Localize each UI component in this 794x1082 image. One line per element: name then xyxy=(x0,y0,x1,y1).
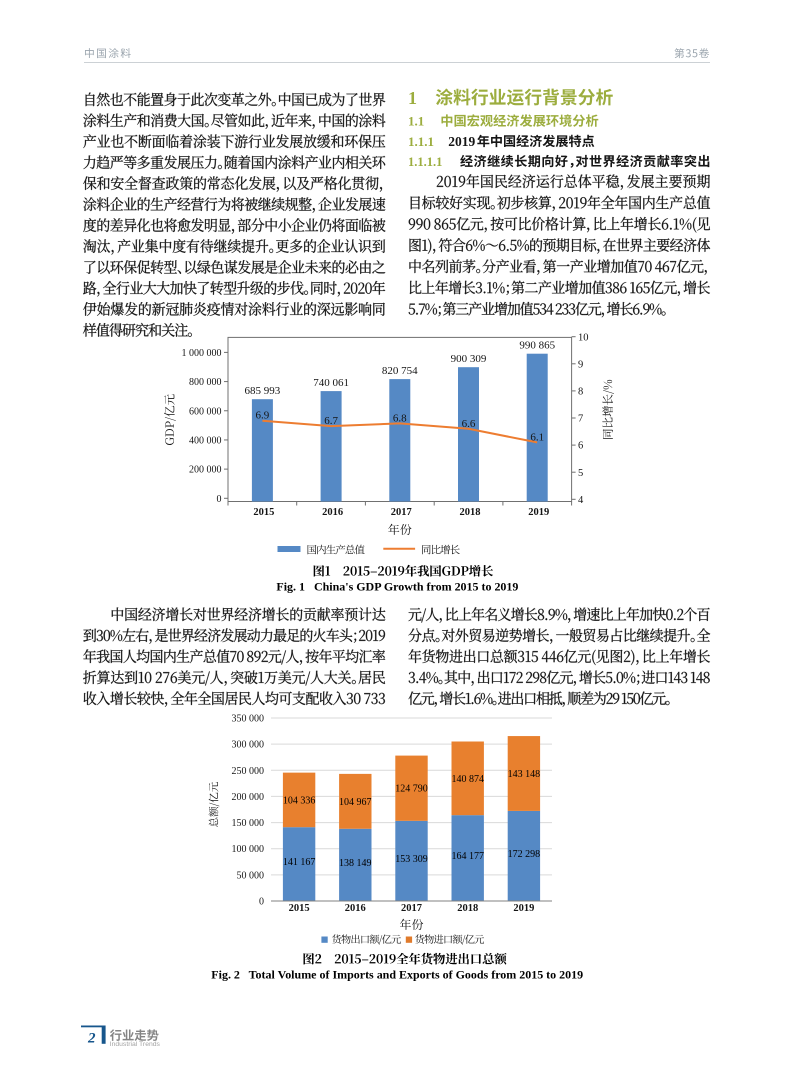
svg-text:1.1: 1.1 xyxy=(408,114,424,129)
svg-text:900 309: 900 309 xyxy=(451,353,487,365)
svg-text:400 000: 400 000 xyxy=(189,435,222,446)
svg-text:1 000 000: 1 000 000 xyxy=(182,348,222,359)
svg-text:6: 6 xyxy=(578,441,583,452)
svg-text:172 298: 172 298 xyxy=(508,849,541,860)
svg-text:6.7: 6.7 xyxy=(324,415,338,427)
svg-text:990 865: 990 865 xyxy=(519,339,555,351)
svg-text:10: 10 xyxy=(578,332,589,343)
svg-text:300 000: 300 000 xyxy=(232,740,265,751)
svg-text:138 149: 138 149 xyxy=(339,858,372,869)
svg-text:250 000: 250 000 xyxy=(232,766,265,777)
svg-text:2: 2 xyxy=(87,1031,96,1047)
svg-text:740 061: 740 061 xyxy=(313,377,349,389)
svg-text:9: 9 xyxy=(578,359,583,370)
svg-text:1.1.1.1: 1.1.1.1 xyxy=(408,155,442,169)
svg-text:6.6: 6.6 xyxy=(462,418,476,430)
svg-text:5: 5 xyxy=(578,468,583,479)
svg-text:164 177: 164 177 xyxy=(451,851,484,862)
svg-text:140 874: 140 874 xyxy=(451,774,484,785)
svg-text:2017: 2017 xyxy=(401,903,422,914)
svg-text:2016: 2016 xyxy=(322,507,343,518)
svg-text:800 000: 800 000 xyxy=(189,377,222,388)
svg-text:1: 1 xyxy=(408,88,417,108)
svg-text:0: 0 xyxy=(217,494,222,505)
svg-text:143 148: 143 148 xyxy=(508,769,541,780)
svg-text:2015: 2015 xyxy=(253,507,274,518)
svg-text:6.9: 6.9 xyxy=(256,410,270,422)
svg-text:820 754: 820 754 xyxy=(382,365,418,377)
svg-text:0: 0 xyxy=(259,897,264,908)
svg-text:2015: 2015 xyxy=(289,903,310,914)
svg-text:600 000: 600 000 xyxy=(189,406,222,417)
svg-text:Fig. 1 China's GDP Growth fr: Fig. 1 China's GDP Growth from 2015 to 2… xyxy=(276,579,518,593)
svg-text:4: 4 xyxy=(578,495,584,506)
svg-text:2019: 2019 xyxy=(513,903,534,914)
svg-text:153 309: 153 309 xyxy=(395,854,428,865)
svg-text:7: 7 xyxy=(578,414,583,425)
svg-text:2019: 2019 xyxy=(528,507,549,518)
svg-text:8: 8 xyxy=(578,387,583,398)
svg-text:200 000: 200 000 xyxy=(232,792,265,803)
svg-text:6.8: 6.8 xyxy=(393,412,407,424)
svg-text:2016: 2016 xyxy=(345,903,366,914)
svg-text:2018: 2018 xyxy=(457,903,478,914)
svg-text:6.1: 6.1 xyxy=(530,431,544,443)
svg-text:1.1.1: 1.1.1 xyxy=(408,134,434,149)
svg-text:150 000: 150 000 xyxy=(232,818,265,829)
svg-text:100 000: 100 000 xyxy=(232,844,265,855)
svg-text:Industrial Trends: Industrial Trends xyxy=(110,1041,161,1048)
svg-text:200 000: 200 000 xyxy=(189,465,222,476)
svg-text:350 000: 350 000 xyxy=(232,714,265,725)
svg-text:685 993: 685 993 xyxy=(245,385,281,397)
svg-text:2018: 2018 xyxy=(460,507,481,518)
svg-text:124 790: 124 790 xyxy=(395,784,428,795)
svg-text:50 000: 50 000 xyxy=(237,870,265,881)
svg-text:2017: 2017 xyxy=(391,507,412,518)
svg-text:141 167: 141 167 xyxy=(283,857,316,868)
svg-text:Fig. 2 Total Volume of Impor: Fig. 2 Total Volume of Imports and Expor… xyxy=(211,968,583,982)
svg-text:2019: 2019 xyxy=(448,134,475,149)
svg-text:104 336: 104 336 xyxy=(283,795,316,806)
svg-text:104 967: 104 967 xyxy=(339,797,372,808)
